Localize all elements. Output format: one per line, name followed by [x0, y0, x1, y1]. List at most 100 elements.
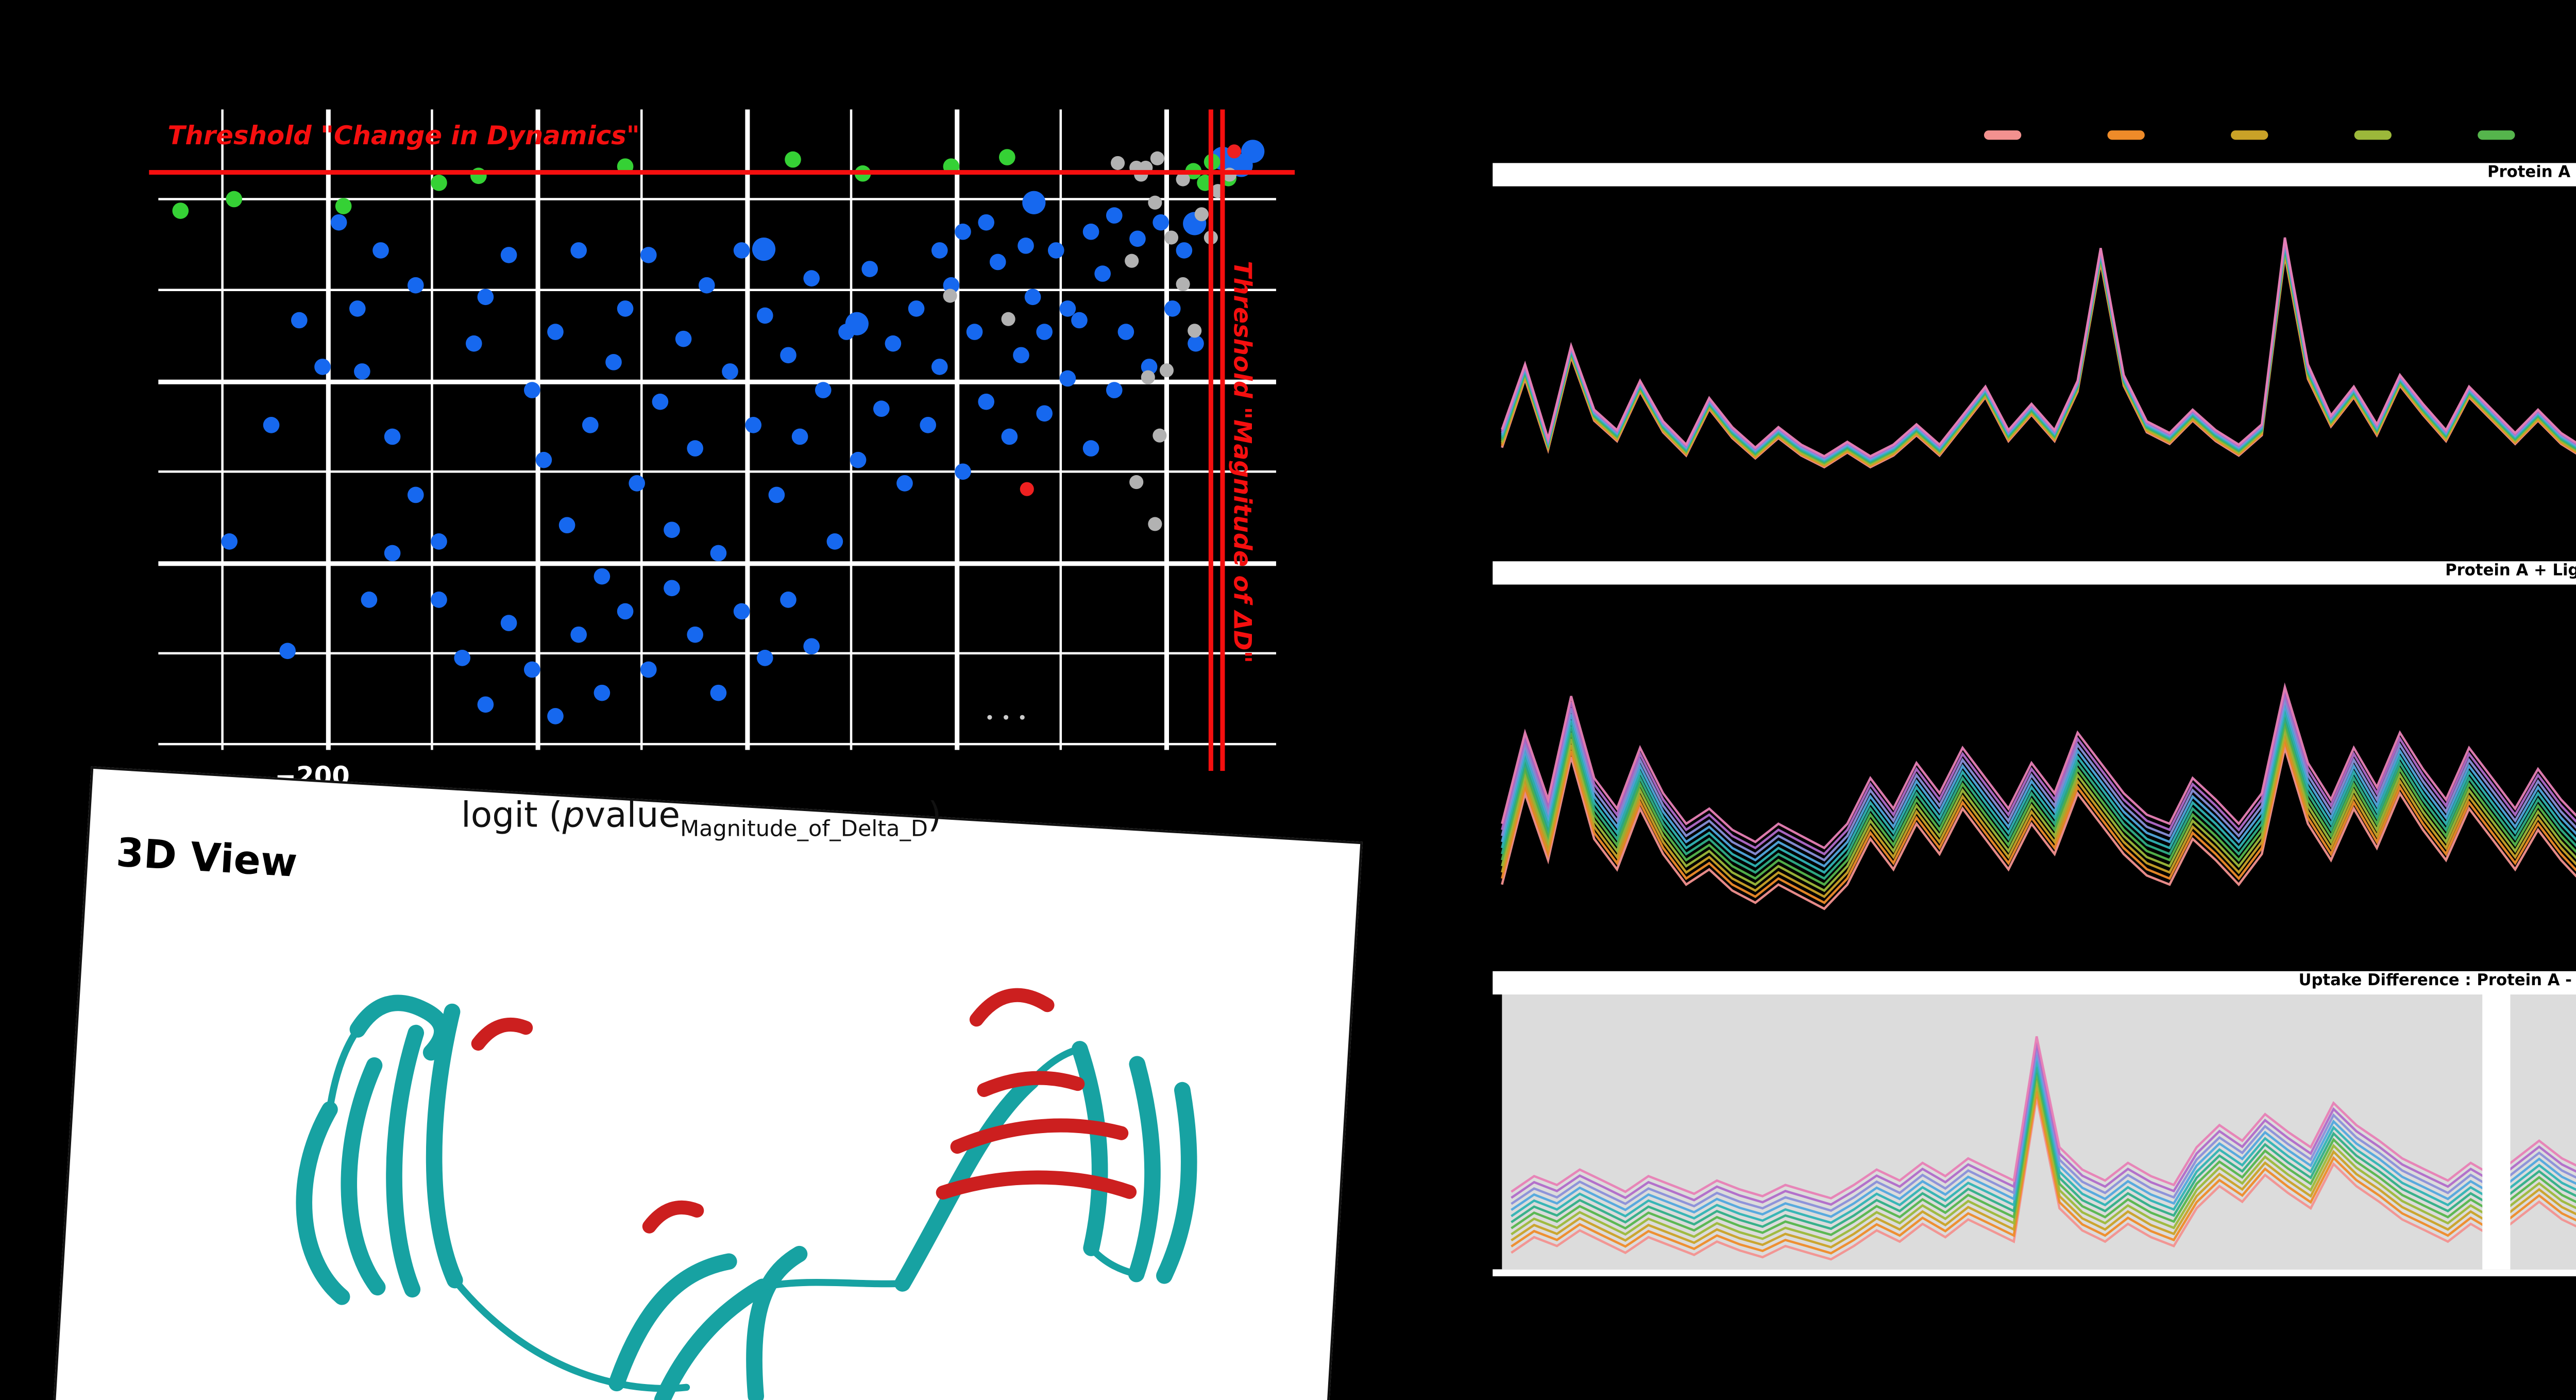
scatter-point-non-significant[interactable]: [1046, 241, 1063, 258]
scatter-point-non-significant-large[interactable]: [752, 238, 776, 261]
scatter-point-non-significant[interactable]: [930, 241, 947, 258]
scatter-point-non-significant[interactable]: [965, 323, 982, 339]
scatter-point-non-significant[interactable]: [988, 252, 1005, 269]
scatter-point-right-cluster[interactable]: [1164, 230, 1179, 245]
scatter-point-non-significant[interactable]: [977, 213, 993, 230]
scatter-point-right-cluster[interactable]: [1153, 428, 1167, 443]
scatter-point-non-significant[interactable]: [907, 299, 924, 316]
scatter-point-non-significant[interactable]: [383, 544, 400, 561]
scatter-point-non-significant[interactable]: [790, 427, 807, 444]
scatter-point-non-significant[interactable]: [872, 399, 889, 416]
scatter-point-significant-magnitude[interactable]: [1020, 482, 1034, 496]
scatter-point-non-significant[interactable]: [278, 642, 295, 658]
scatter-point-non-significant[interactable]: [348, 299, 365, 316]
scatter-point-right-cluster[interactable]: [943, 289, 957, 303]
scatter-point-non-significant[interactable]: [406, 276, 423, 293]
scatter-point-significant-dynamics[interactable]: [997, 148, 1014, 164]
scatter-point-ellipsis-dots[interactable]: [1004, 715, 1009, 720]
scatter-point-right-cluster[interactable]: [1125, 254, 1139, 268]
scatter-point-non-significant[interactable]: [686, 625, 702, 642]
scatter-point-non-significant[interactable]: [895, 474, 912, 491]
scatter-point-non-significant[interactable]: [1151, 213, 1168, 230]
scatter-point-non-significant[interactable]: [476, 695, 493, 712]
threshold-line-dynamics[interactable]: [149, 170, 1295, 175]
scatter-point-non-significant[interactable]: [546, 706, 563, 723]
scatter-point-non-significant[interactable]: [1000, 427, 1016, 444]
scatter-point-ellipsis-dots[interactable]: [987, 715, 992, 720]
scatter-point-non-significant[interactable]: [1016, 236, 1033, 253]
scatter-point-non-significant[interactable]: [919, 415, 935, 432]
scatter-point-non-significant[interactable]: [709, 544, 725, 561]
scatter-point-right-cluster[interactable]: [1001, 312, 1015, 326]
scatter-point-significant-dynamics[interactable]: [783, 150, 800, 167]
scatter-point-non-significant[interactable]: [546, 323, 563, 339]
scatter-point-right-cluster[interactable]: [1176, 172, 1190, 187]
scatter-point-right-cluster[interactable]: [1148, 195, 1162, 210]
scatter-point-non-significant[interactable]: [778, 346, 795, 362]
scatter-point-right-cluster[interactable]: [1194, 207, 1209, 222]
legend-dash-5[interactable]: [2478, 130, 2515, 139]
scatter-point-non-significant[interactable]: [778, 590, 795, 607]
volcano-plot[interactable]: [149, 109, 1295, 750]
scatter-point-non-significant-large[interactable]: [1241, 140, 1265, 163]
scatter-point-non-significant[interactable]: [767, 485, 784, 502]
scatter-point-non-significant[interactable]: [453, 648, 469, 665]
scatter-point-non-significant[interactable]: [825, 532, 842, 549]
scatter-point-non-significant[interactable]: [499, 613, 516, 630]
scatter-point-non-significant[interactable]: [628, 474, 644, 491]
scatter-point-non-significant[interactable]: [262, 415, 279, 432]
scatter-point-non-significant[interactable]: [1035, 323, 1052, 339]
scatter-point-significant-magnitude[interactable]: [1227, 144, 1242, 159]
scatter-point-non-significant[interactable]: [616, 602, 633, 619]
scatter-point-non-significant[interactable]: [1081, 439, 1098, 456]
scatter-point-non-significant[interactable]: [802, 637, 819, 653]
scatter-point-non-significant[interactable]: [1105, 206, 1122, 223]
scatter-point-right-cluster[interactable]: [1188, 324, 1202, 338]
scatter-point-non-significant[interactable]: [1011, 346, 1028, 362]
scatter-point-non-significant[interactable]: [1175, 241, 1191, 258]
scatter-point-non-significant[interactable]: [732, 602, 749, 619]
uptake-difference-plot-area[interactable]: [1502, 992, 2576, 1270]
scatter-point-non-significant[interactable]: [569, 241, 586, 258]
scatter-point-right-cluster[interactable]: [1176, 277, 1190, 291]
scatter-point-non-significant[interactable]: [662, 520, 679, 537]
scatter-point-non-significant[interactable]: [930, 357, 947, 374]
scatter-point-non-significant[interactable]: [616, 299, 633, 316]
scatter-point-non-significant[interactable]: [651, 392, 667, 409]
scatter-point-right-cluster[interactable]: [1129, 475, 1144, 490]
legend-dash-2[interactable]: [2107, 130, 2145, 139]
threshold-line-magnitude[interactable]: [1208, 109, 1213, 771]
scatter-point-non-significant[interactable]: [977, 392, 993, 409]
scatter-point-non-significant[interactable]: [1035, 404, 1052, 420]
scatter-point-non-significant[interactable]: [499, 245, 516, 262]
scatter-point-non-significant[interactable]: [383, 427, 400, 444]
uptake-chart-protein-a[interactable]: [1493, 187, 2576, 550]
scatter-point-non-significant-large[interactable]: [845, 312, 869, 335]
scatter-point-non-significant[interactable]: [592, 567, 609, 584]
scatter-point-non-significant-large[interactable]: [1022, 191, 1046, 214]
scatter-point-right-cluster[interactable]: [1159, 363, 1174, 378]
scatter-point-non-significant[interactable]: [686, 439, 702, 456]
scatter-point-non-significant[interactable]: [352, 362, 369, 379]
scatter-point-non-significant[interactable]: [290, 311, 307, 328]
scatter-point-non-significant[interactable]: [581, 415, 598, 432]
scatter-point-non-significant[interactable]: [732, 241, 749, 258]
scatter-point-non-significant[interactable]: [406, 485, 423, 502]
scatter-point-right-cluster[interactable]: [1148, 517, 1162, 531]
scatter-point-non-significant[interactable]: [884, 334, 900, 351]
scatter-point-non-significant[interactable]: [360, 590, 376, 607]
scatter-point-non-significant[interactable]: [720, 362, 737, 379]
scatter-point-significant-dynamics[interactable]: [225, 190, 241, 207]
scatter-point-non-significant[interactable]: [313, 357, 330, 374]
scatter-point-non-significant[interactable]: [329, 213, 346, 230]
scatter-point-non-significant[interactable]: [604, 352, 621, 369]
scatter-point-non-significant[interactable]: [569, 625, 586, 642]
threshold-line-magnitude-2[interactable]: [1220, 109, 1225, 771]
scatter-point-non-significant[interactable]: [371, 241, 388, 258]
scatter-point-non-significant[interactable]: [674, 329, 691, 346]
scatter-point-significant-dynamics[interactable]: [171, 201, 188, 218]
legend-dash-4[interactable]: [2354, 130, 2392, 139]
scatter-point-non-significant[interactable]: [697, 276, 714, 293]
scatter-point-non-significant[interactable]: [662, 579, 679, 595]
legend-dash-1[interactable]: [1984, 130, 2022, 139]
